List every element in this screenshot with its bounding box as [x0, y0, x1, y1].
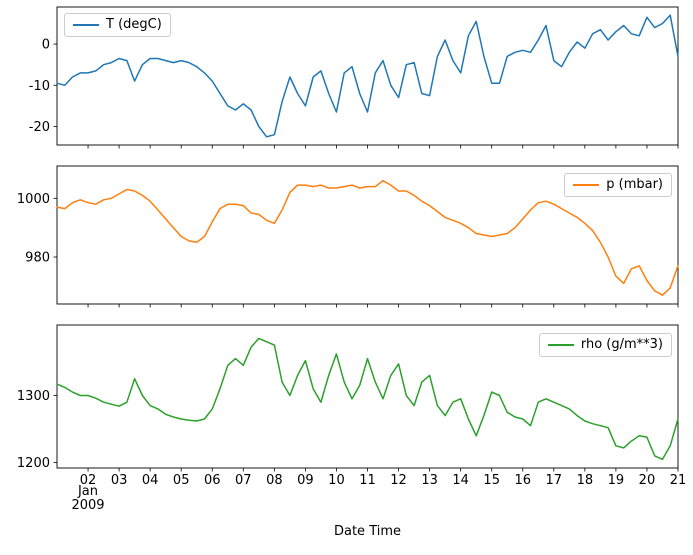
x-tick-label: 08 — [266, 473, 283, 488]
y-tick-label: 980 — [25, 251, 50, 266]
y-tick-label: 1200 — [17, 456, 50, 471]
y-tick-label: 0 — [42, 38, 50, 53]
x-tick-label: 11 — [359, 473, 376, 488]
x-axis-title: Date Time — [333, 524, 402, 539]
legend-line-density — [547, 344, 574, 346]
legend-temperature: T (degC) — [64, 13, 171, 37]
x-tick-label: 06 — [204, 473, 221, 488]
legend-label-pressure: p (mbar) — [606, 177, 663, 192]
y-tick-label: -10 — [29, 79, 50, 94]
x-tick-label: 04 — [142, 473, 159, 488]
first-tick-month: Jan — [77, 484, 99, 499]
first-tick-date-label: Jan 2009 — [60, 485, 116, 513]
y-tick-label: -20 — [29, 120, 50, 135]
first-tick-year: 2009 — [71, 498, 105, 513]
x-tick-label: 02 — [80, 473, 97, 488]
x-tick-label: 14 — [452, 473, 469, 488]
y-tick-label: 1000 — [17, 192, 50, 207]
series-line-p (mbar) — [56, 179, 679, 296]
legend-line-pressure — [573, 184, 600, 186]
x-tick-label: 05 — [173, 473, 190, 488]
x-tick-label: 21 — [670, 473, 687, 488]
x-tick-label: 09 — [297, 473, 314, 488]
y-tick-label: 1300 — [17, 389, 50, 404]
series-line-T (degC) — [56, 14, 679, 138]
x-tick-label: 16 — [514, 473, 531, 488]
x-tick-label: 19 — [608, 473, 625, 488]
legend-density: rho (g/m**3) — [538, 333, 672, 357]
x-tick-label: 17 — [546, 473, 563, 488]
x-tick-label: 15 — [483, 473, 500, 488]
x-tick-label: 12 — [390, 473, 407, 488]
legend-label-density: rho (g/m**3) — [580, 337, 663, 352]
x-tick-label: 07 — [235, 473, 252, 488]
legend-pressure: p (mbar) — [564, 173, 672, 197]
legend-label-temperature: T (degC) — [106, 17, 162, 32]
x-tick-label: 13 — [421, 473, 438, 488]
x-tick-label: 03 — [111, 473, 128, 488]
x-tick-label: 20 — [639, 473, 656, 488]
x-tick-label: 10 — [328, 473, 345, 488]
series-line-rho (g/m**3) — [56, 337, 679, 461]
legend-line-temperature — [73, 24, 99, 26]
x-tick-label: 18 — [577, 473, 594, 488]
